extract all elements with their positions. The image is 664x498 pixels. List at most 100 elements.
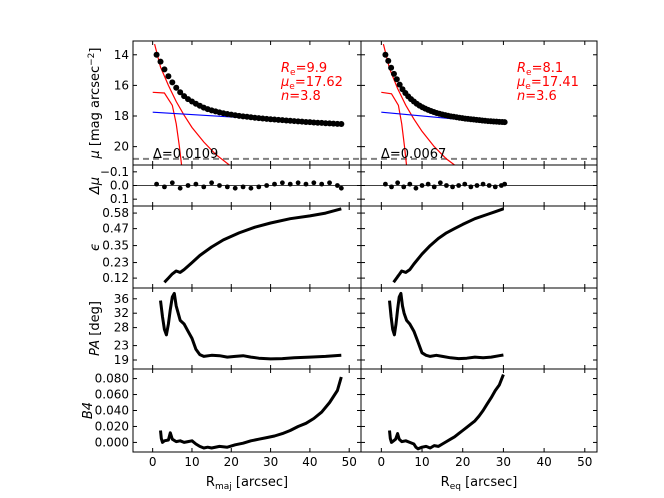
delta-value: Δ=0.0067 <box>381 147 446 162</box>
residual-point <box>486 183 492 188</box>
pa-curve <box>388 291 504 361</box>
y-axis-label-mu: μ [mag arcsec−2] <box>87 48 103 160</box>
y-tick-label: 0.040 <box>95 404 129 418</box>
mu-data-point <box>165 73 172 80</box>
y-tick-label: 23 <box>114 339 129 353</box>
x-tick-label: 20 <box>224 455 239 469</box>
y-tick-label: 19 <box>114 353 129 367</box>
y-axis-label-pa: PA [deg] <box>88 301 103 356</box>
residual-point <box>338 185 344 191</box>
y-tick-label: 28 <box>114 321 129 335</box>
y-tick-label: 0.35 <box>102 239 129 253</box>
y-tick-label: −0.1 <box>100 165 129 179</box>
residual-point <box>407 181 413 187</box>
pa-curve <box>159 291 342 361</box>
inner-component-curve <box>381 91 408 165</box>
fit-parameters: Re=8.1μe=17.41n=3.6 <box>516 61 579 104</box>
fit-re: Re=9.9 <box>281 61 327 78</box>
residual-point <box>264 183 270 188</box>
fit-n: n=3.6 <box>517 89 557 104</box>
residual-point <box>272 181 277 187</box>
residual-point <box>193 181 199 187</box>
residual-point <box>217 183 222 188</box>
residual-point <box>450 184 455 190</box>
fit-re: Re=8.1 <box>517 61 563 78</box>
x-axis-col1: 0 10 20 30 40 50 Rmaj [arcsec] <box>149 455 357 492</box>
panel-eps-col1: 0.120.23 0.35 0.47 0.58 <box>102 205 362 289</box>
residual-point <box>154 181 159 187</box>
y-tick-label: 0.020 <box>95 419 129 433</box>
x-tick-label: 0 <box>149 455 157 469</box>
mu-data-point <box>390 70 397 77</box>
y-tick-label: 0.23 <box>102 256 129 270</box>
residual-point <box>474 183 480 188</box>
mu-data-point <box>393 76 400 83</box>
x-tick-label: 20 <box>455 455 470 469</box>
y-tick-label: 0.0 <box>110 179 129 193</box>
bulge-model-curve <box>382 43 456 165</box>
mu-data-point <box>382 51 389 58</box>
panel-pa-col2 <box>360 287 598 370</box>
delta-value: Δ=0.0109 <box>153 147 218 162</box>
residual-point <box>319 181 325 187</box>
y-tick-label: 18 <box>114 109 129 123</box>
x-tick-label: 50 <box>342 455 357 469</box>
eps-curve <box>392 207 504 284</box>
mu-data-point <box>153 51 160 58</box>
x-tick-label: 30 <box>263 455 278 469</box>
residual-point <box>480 181 486 187</box>
residual-point <box>395 180 401 186</box>
mu-data-point <box>177 89 184 96</box>
residual-point <box>437 180 443 186</box>
mu-data-point <box>501 119 508 126</box>
y-tick-label: 0.080 <box>95 372 129 386</box>
residual-point <box>444 183 449 188</box>
y-tick-label: 16 <box>114 78 129 92</box>
residual-point <box>169 180 175 186</box>
x-tick-label: 10 <box>414 455 429 469</box>
residual-point <box>425 181 431 187</box>
y-axis-label-eps: ϵ <box>88 243 103 251</box>
panel-b4-col2 <box>360 368 598 453</box>
mu-data-point <box>338 120 345 127</box>
residual-point <box>413 185 419 191</box>
residual-point <box>256 184 262 190</box>
x-axis-label: Rmaj [arcsec] <box>206 475 288 492</box>
y-tick-label: 0.12 <box>102 271 129 285</box>
fit-n: n=3.8 <box>281 89 321 104</box>
fit-mue: μe=17.41 <box>516 75 579 92</box>
x-tick-label: 50 <box>577 455 592 469</box>
mu-data-point <box>396 81 403 88</box>
residual-point <box>232 185 238 191</box>
residual-point <box>185 183 191 188</box>
residual-point <box>419 183 425 188</box>
residual-point <box>287 181 293 187</box>
residual-point <box>201 184 207 190</box>
x-tick-label: 30 <box>496 455 511 469</box>
y-tick-label: 36 <box>114 292 129 306</box>
mu-data-point <box>173 84 180 91</box>
y-tick-label: 20 <box>114 140 129 154</box>
y-tick-label: 0.58 <box>102 206 129 220</box>
residual-point <box>162 184 167 190</box>
residual-point <box>279 180 285 186</box>
residual-point <box>248 185 254 191</box>
mu-data-point <box>157 58 164 65</box>
residual-point <box>311 180 317 186</box>
x-tick-label: 40 <box>302 455 317 469</box>
residual-point <box>468 184 474 190</box>
panel-residual-col2 <box>360 164 598 207</box>
mu-data-point <box>385 57 392 64</box>
residual-point <box>383 181 388 187</box>
panel-frame <box>132 205 362 289</box>
y-tick-label: 32 <box>114 306 129 320</box>
residual-point <box>335 183 340 188</box>
b4-curve <box>159 376 343 450</box>
residual-point <box>209 180 215 186</box>
x-tick-label: 0 <box>378 455 386 469</box>
residual-point <box>431 184 437 190</box>
y-tick-label: 0.47 <box>102 222 129 236</box>
